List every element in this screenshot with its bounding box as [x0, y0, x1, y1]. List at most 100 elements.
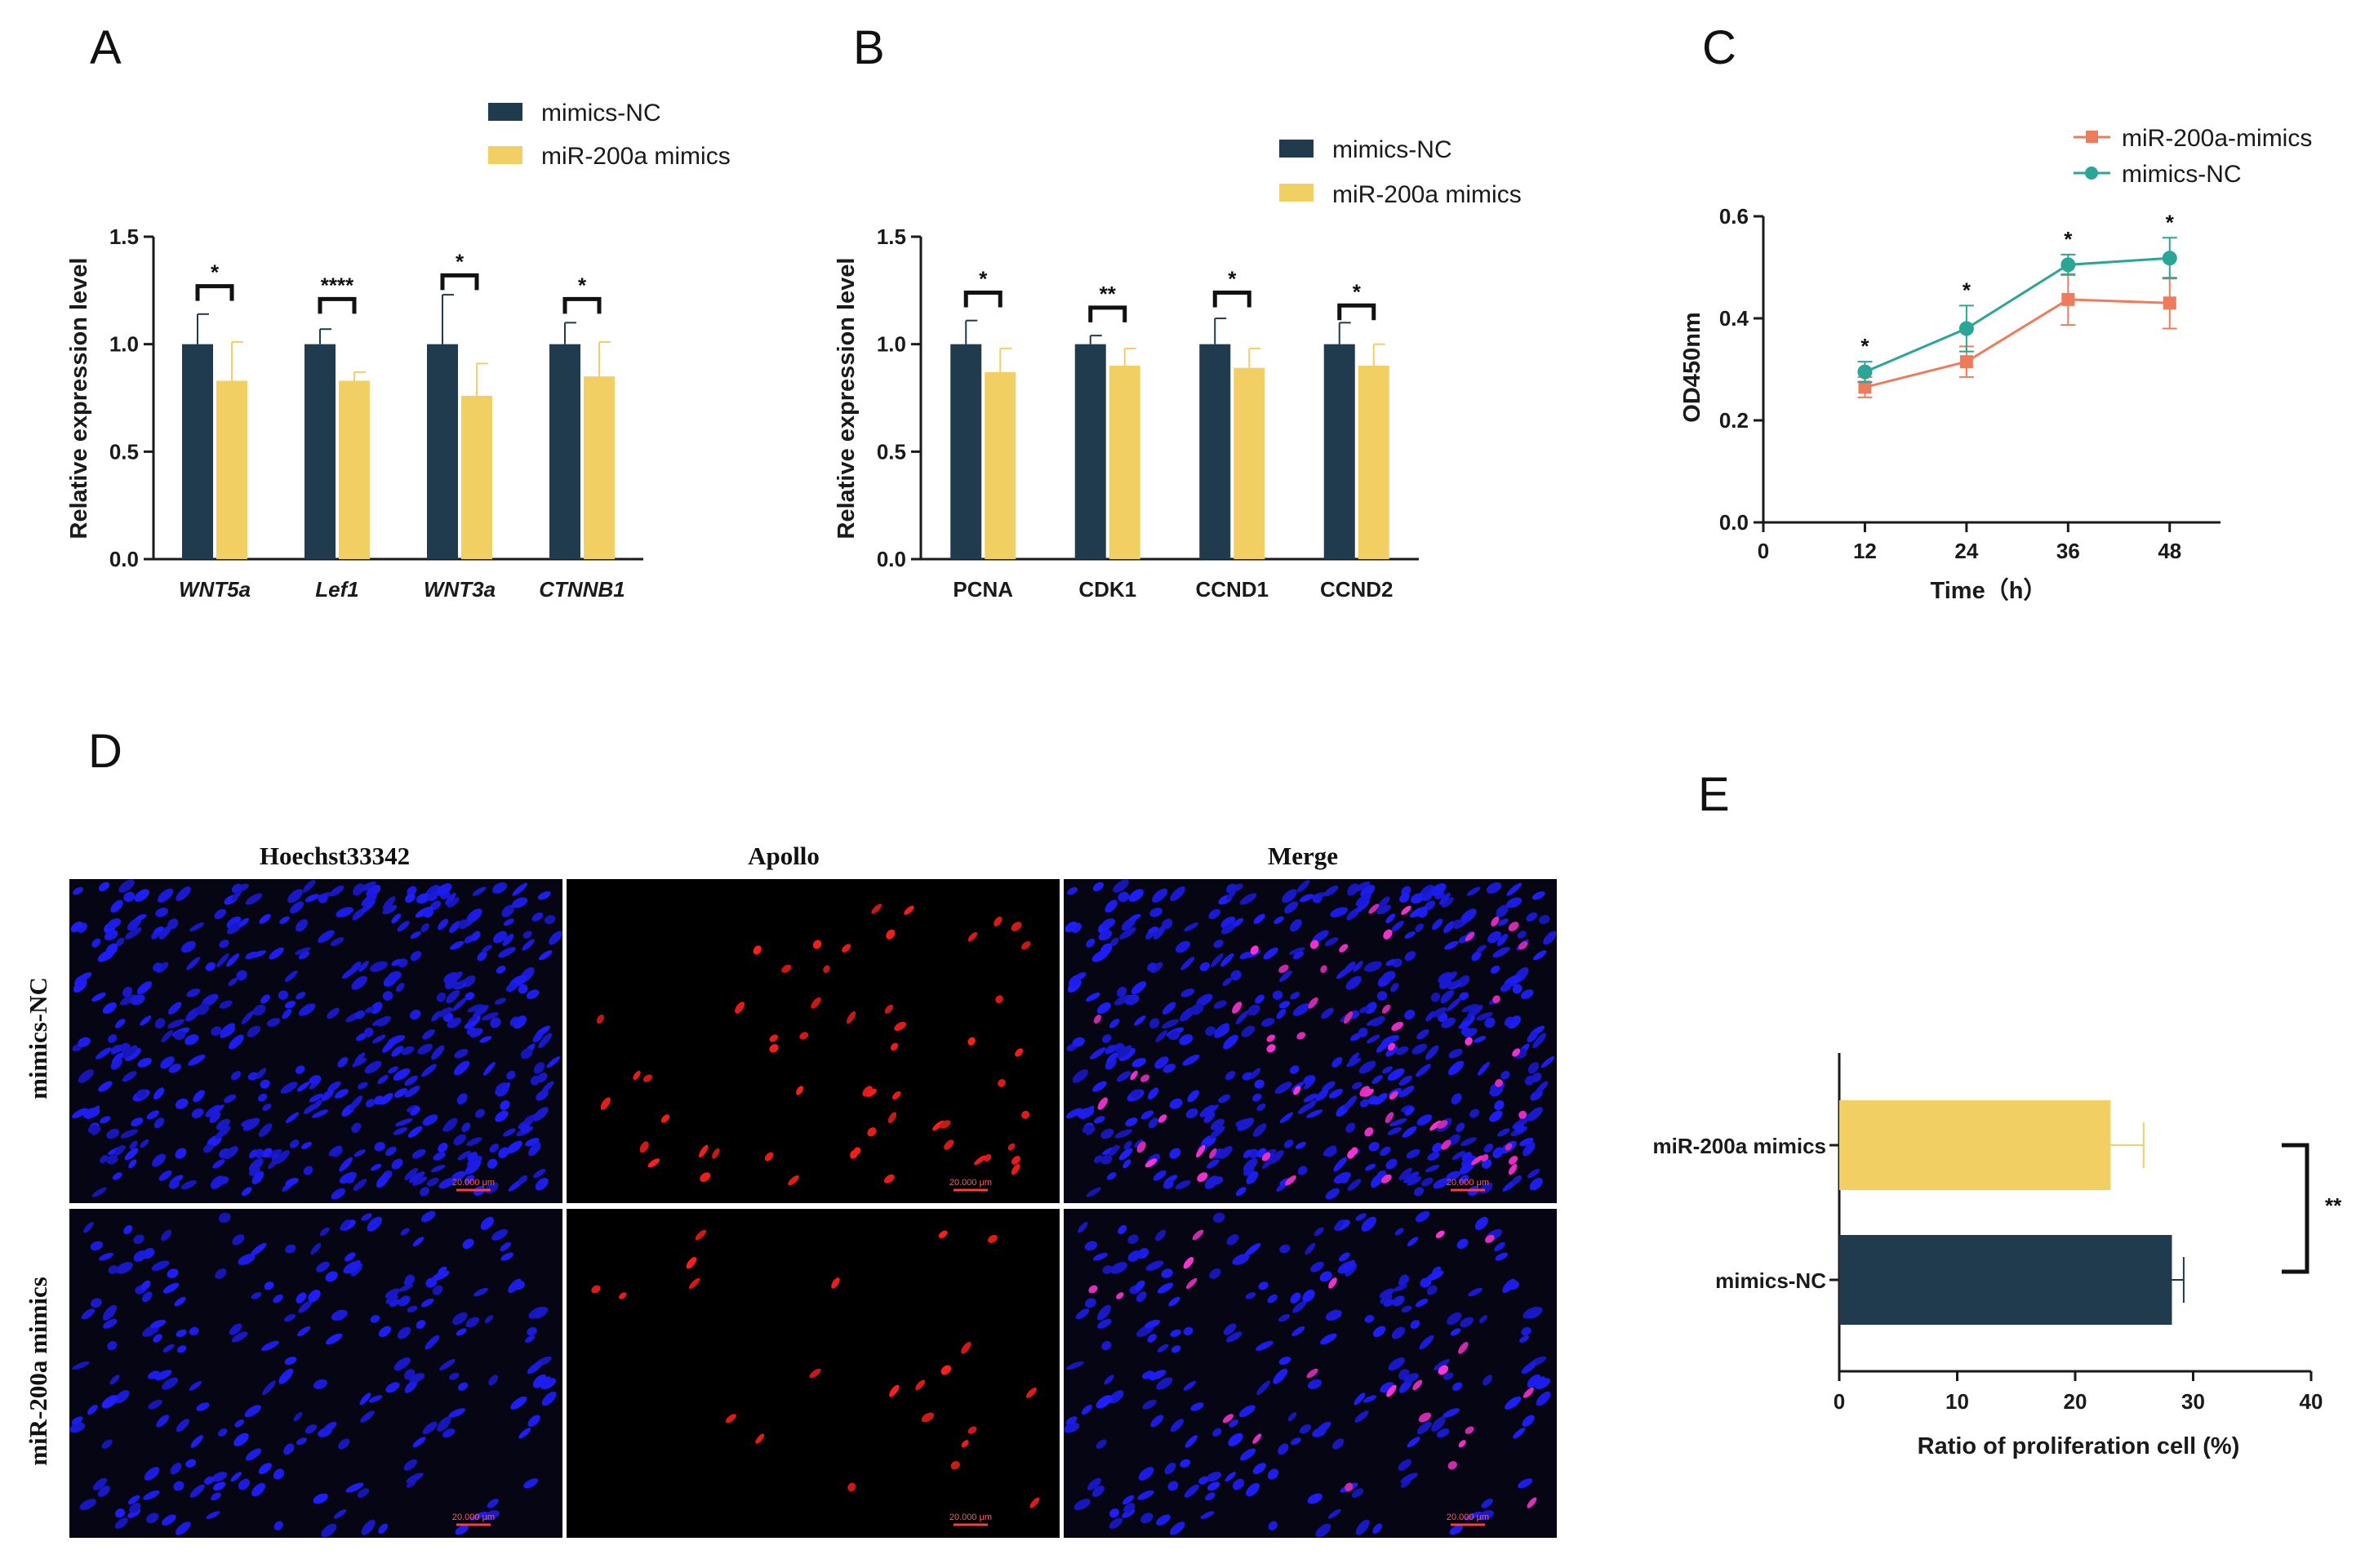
nucleus-blue — [420, 1187, 430, 1197]
bar-a-nc — [549, 344, 580, 559]
nucleus-blue — [448, 1408, 466, 1418]
nucleus-blue — [388, 1066, 398, 1074]
nucleus-blue — [1162, 1064, 1176, 1073]
nucleus-blue — [345, 1174, 355, 1184]
panel-letter-a: A — [90, 21, 122, 74]
microscopy-panel: Hoechst33342 Apollo Merge mimics-NC miR-… — [24, 842, 1557, 1538]
nucleus-blue — [1225, 1472, 1237, 1482]
nucleus-blue — [122, 1071, 137, 1082]
nucleus-blue — [1225, 1331, 1242, 1343]
nucleus-merged — [1523, 1388, 1534, 1398]
nucleus-blue — [353, 1179, 367, 1191]
nucleus-blue — [1381, 971, 1396, 982]
nucleus-red — [998, 1078, 1006, 1087]
nucleus-blue — [226, 916, 242, 929]
nucleus-blue — [115, 1508, 126, 1518]
nucleus-blue — [1398, 1379, 1412, 1393]
nucleus-blue — [345, 1482, 364, 1493]
nucleus-blue — [528, 1142, 541, 1157]
chart-e-xtick-label: 20 — [2064, 1389, 2087, 1414]
nucleus-blue — [382, 896, 396, 910]
nucleus-blue — [313, 1493, 328, 1504]
nucleus-blue — [398, 1283, 413, 1292]
nucleus-blue — [296, 1082, 310, 1092]
nucleus-blue — [426, 1177, 439, 1187]
nucleus-blue — [480, 1216, 494, 1230]
nucleus-blue — [87, 1405, 98, 1415]
nucleus-red — [1015, 1048, 1024, 1057]
bar-a-mimic — [216, 380, 247, 559]
nucleus-blue — [1156, 1514, 1171, 1526]
nucleus-blue — [162, 1514, 176, 1526]
nucleus-blue — [1241, 1025, 1256, 1037]
nucleus-blue — [245, 1448, 262, 1461]
chart-b-category-label: CDK1 — [1078, 577, 1136, 602]
nucleus-blue — [264, 1281, 274, 1290]
nucleus-blue — [1314, 1227, 1324, 1237]
nucleus-blue — [196, 1402, 210, 1411]
nucleus-blue — [1213, 939, 1224, 948]
nucleus-blue — [1398, 1086, 1415, 1098]
nucleus-blue — [1297, 1166, 1308, 1175]
nucleus-red — [799, 1032, 809, 1040]
nucleus-merged — [1250, 945, 1259, 955]
nucleus-blue — [184, 1034, 199, 1046]
nucleus-red — [712, 1148, 720, 1159]
nucleus-blue — [496, 966, 506, 974]
nucleus-blue — [461, 1122, 471, 1132]
nucleus-blue — [154, 1018, 166, 1029]
nucleus-blue — [1292, 1003, 1310, 1016]
nucleus-blue — [1461, 1004, 1478, 1013]
nucleus-blue — [1105, 1045, 1114, 1055]
nucleus-blue — [176, 1345, 187, 1353]
nucleus-blue — [1218, 1146, 1233, 1159]
nucleus-blue — [1102, 1265, 1113, 1274]
nucleus-blue — [450, 940, 465, 950]
nucleus-blue — [1233, 917, 1243, 927]
nucleus-blue — [1530, 1090, 1543, 1101]
nucleus-blue — [247, 1025, 261, 1037]
nucleus-blue — [422, 1114, 438, 1126]
nucleus-blue — [407, 886, 417, 896]
nucleus-blue — [1351, 1082, 1362, 1090]
nucleus-blue — [236, 970, 247, 981]
nucleus-blue — [1263, 947, 1278, 960]
scale-bar-label: 20.000 μm — [1447, 1512, 1489, 1522]
nucleus-blue — [1153, 1170, 1167, 1181]
nucleus-blue — [127, 1508, 141, 1518]
nucleus-blue — [136, 981, 153, 995]
nucleus-blue — [128, 1159, 137, 1169]
nucleus-blue — [387, 971, 402, 982]
nucleus-blue — [302, 879, 316, 893]
nucleus-blue — [1066, 1361, 1084, 1370]
chart-e-xtick-label: 0 — [1834, 1389, 1845, 1414]
nucleus-blue — [500, 1100, 510, 1111]
nucleus-blue — [545, 914, 556, 925]
nucleus-blue — [176, 1329, 187, 1338]
nucleus-blue — [1162, 1019, 1180, 1029]
nucleus-blue — [1506, 897, 1523, 908]
nucleus-blue — [1074, 1499, 1091, 1511]
nucleus-red — [1021, 1110, 1030, 1119]
nucleus-blue — [1415, 923, 1424, 932]
nucleus-blue — [509, 1016, 520, 1027]
chart-c-xlabel: Time（h） — [1931, 577, 2047, 604]
chart-c-xtick-label: 48 — [2158, 539, 2181, 563]
nucleus-blue — [1469, 1108, 1480, 1118]
chart-a-category-label: CTNNB1 — [539, 577, 625, 602]
nucleus-blue — [1164, 1462, 1176, 1475]
nucleus-blue — [437, 1006, 453, 1018]
legend-a-label-nc: mimics-NC — [541, 100, 661, 127]
nucleus-blue — [1205, 1026, 1216, 1037]
nucleus-blue — [503, 1128, 516, 1137]
nucleus-blue — [316, 1261, 330, 1273]
nucleus-blue — [1532, 1033, 1547, 1049]
nucleus-blue — [1398, 1075, 1412, 1086]
nucleus-blue — [404, 1379, 418, 1393]
nucleus-blue — [1075, 1308, 1090, 1320]
point-mimic — [2163, 296, 2176, 310]
nucleus-blue — [1403, 1171, 1420, 1184]
nucleus-blue — [465, 1160, 482, 1175]
scale-bar-label: 20.000 μm — [949, 1512, 992, 1522]
nucleus-blue — [455, 1525, 469, 1535]
